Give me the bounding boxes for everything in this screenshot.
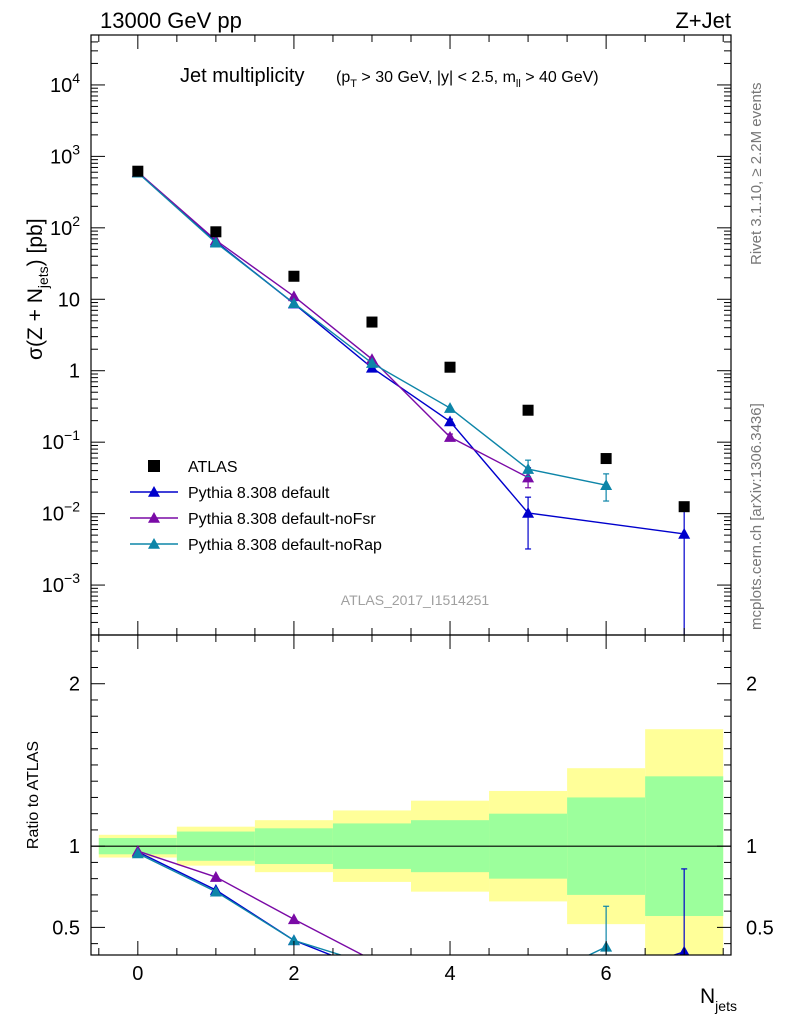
y-tick-label-exponent: 4	[72, 70, 80, 86]
data-point-noRap	[365, 357, 378, 368]
ratio-point-noRap	[287, 934, 300, 946]
series-line-noRap	[137, 172, 607, 486]
data-point-atlas	[288, 270, 300, 282]
data-point-atlas	[366, 316, 378, 328]
y-tick-label-base: 10	[50, 146, 72, 168]
legend-marker-default	[148, 486, 160, 497]
y-tick-label-base: 10	[42, 432, 64, 454]
data-point-default	[678, 527, 691, 539]
legend-marker-noRap	[148, 538, 160, 549]
ratio-line-noFsr	[137, 850, 365, 955]
ratio-y-tick-label-left: 2	[69, 674, 80, 696]
data-point-noRap	[287, 297, 300, 309]
data-point-noRap	[522, 463, 535, 474]
data-point-default	[444, 415, 457, 427]
rivet-version-label: Rivet 3.1.10, ≥ 2.2M events	[748, 83, 765, 266]
data-point-atlas	[522, 404, 534, 416]
ratio-y-tick-label-left: 1	[69, 836, 80, 858]
data-point-atlas	[600, 453, 612, 465]
ratio-y-tick-label-right: 2	[746, 674, 757, 696]
data-point-noRap	[209, 236, 222, 248]
data-point-noFsr	[287, 290, 300, 302]
plot-title-cuts: (pT > 30 GeV, |y| < 2.5, mll > 40 GeV)	[336, 69, 599, 90]
ratio-point-noRap	[209, 885, 222, 897]
legend-label-noRap: Pythia 8.308 default-noRap	[188, 537, 382, 554]
y-tick-label-exponent: −2	[64, 499, 80, 515]
y-tick-label: 10−3	[42, 570, 80, 597]
x-axis-ticks: 0 2 4 6	[98, 35, 724, 985]
y-tick-label: 102	[50, 213, 80, 240]
data-point-atlas	[678, 501, 690, 513]
series-noRap	[131, 166, 613, 502]
y-tick-label: 1	[69, 361, 80, 383]
main-panel-content	[131, 165, 691, 635]
ratio-panel-ticks: 0.5 0.5 1 1 2 2	[52, 634, 774, 945]
ratio-point-noRap	[131, 847, 144, 859]
legend-label-default: Pythia 8.308 default	[188, 485, 330, 502]
data-point-default	[522, 507, 535, 518]
legend-label-noFsr: Pythia 8.308 default-noFsr	[188, 511, 376, 528]
data-point-atlas	[210, 226, 222, 238]
data-point-noRap	[444, 402, 457, 413]
y-tick-label-exponent: −3	[64, 570, 80, 586]
plot-title: Jet multiplicity	[180, 65, 304, 87]
x-axis-label: Njets	[700, 985, 737, 1014]
y-tick-label-exponent: −1	[64, 427, 80, 443]
data-point-noRap	[600, 479, 613, 490]
ratio-uncertainty-bands	[91, 729, 731, 955]
y-tick-label-base: 10	[42, 575, 64, 597]
header-process-label: Z+Jet	[675, 8, 731, 33]
ratio-y-tick-label-left: 0.5	[52, 917, 80, 939]
series-noFsr	[131, 165, 535, 489]
main-y-axis-label: σ(Z + Njets) [pb]	[24, 218, 51, 360]
y-tick-label-base: 10	[42, 504, 64, 526]
analysis-id-label: ATLAS_2017_I1514251	[341, 592, 490, 608]
series-line-noFsr	[137, 171, 529, 479]
y-tick-label-base: 10	[50, 218, 72, 240]
legend-marker-noFsr	[148, 512, 160, 523]
main-panel-frame	[90, 34, 732, 636]
data-point-noFsr	[444, 431, 457, 442]
series-atlas	[132, 165, 690, 513]
y-tick-label: 10−1	[42, 427, 80, 454]
ratio-y-tick-label-right: 1	[746, 836, 757, 858]
ratio-y-axis-label: Ratio to ATLAS	[25, 741, 42, 849]
legend-marker-atlas	[148, 460, 160, 472]
legend: ATLAS Pythia 8.308 default Pythia 8.308 de…	[130, 459, 382, 554]
legend-label-atlas: ATLAS	[188, 459, 238, 476]
header-beam-label: 13000 GeV pp	[100, 8, 242, 33]
data-point-atlas	[132, 165, 144, 177]
x-tick-label: 6	[601, 963, 612, 985]
y-tick-label-exponent: 2	[72, 213, 80, 229]
x-tick-label: 0	[132, 963, 143, 985]
ratio-point-noFsr	[287, 913, 300, 925]
y-tick-label-exponent: 3	[72, 141, 80, 157]
x-tick-label: 2	[288, 963, 299, 985]
plot-title-main: Jet multiplicity	[180, 65, 304, 87]
y-tick-label-base: 10	[50, 75, 72, 97]
y-tick-label: 10−2	[42, 499, 80, 526]
data-point-atlas	[444, 361, 456, 373]
y-tick-label: 10	[58, 289, 80, 311]
x-tick-label: 4	[444, 963, 455, 985]
ratio-y-tick-label-right: 0.5	[746, 917, 774, 939]
ratio-point-noFsr	[209, 871, 222, 882]
y-tick-label: 103	[50, 141, 80, 168]
mcplots-reference-label: mcplots.cern.ch [arXiv:1306.3436]	[748, 403, 765, 630]
y-tick-label: 104	[50, 70, 80, 97]
